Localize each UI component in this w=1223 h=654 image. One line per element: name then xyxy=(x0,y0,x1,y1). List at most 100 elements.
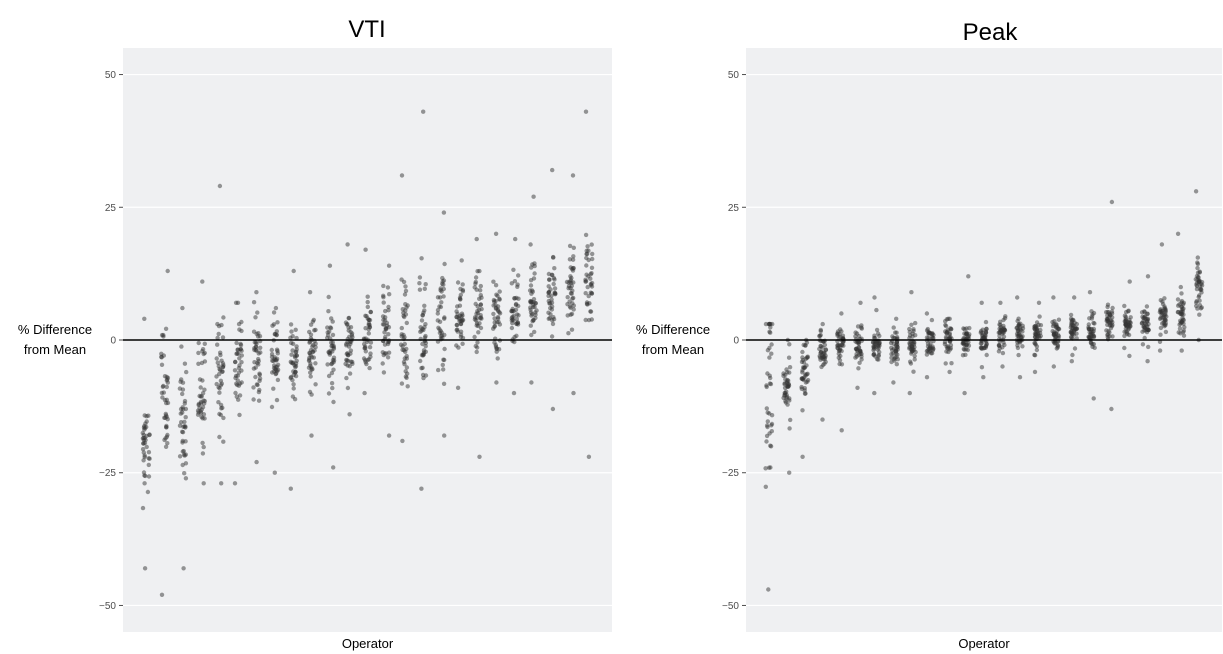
data-point xyxy=(458,321,464,326)
data-point xyxy=(835,343,840,348)
data-point xyxy=(381,283,386,289)
data-point xyxy=(584,301,590,307)
data-point xyxy=(202,387,207,392)
data-point xyxy=(256,398,262,403)
data-point xyxy=(531,302,536,307)
data-point xyxy=(309,367,314,372)
data-point xyxy=(907,340,912,346)
data-point xyxy=(784,396,789,401)
data-point xyxy=(839,342,845,347)
data-point xyxy=(584,263,589,268)
y-axis-label-line: % Difference xyxy=(18,322,92,337)
data-point xyxy=(1032,353,1038,358)
data-point xyxy=(474,318,479,323)
data-point xyxy=(511,390,517,396)
data-point xyxy=(548,287,553,292)
y-axis-label: % Difference from Mean xyxy=(18,322,92,357)
data-point xyxy=(146,462,151,468)
data-point xyxy=(853,330,858,335)
data-point xyxy=(421,310,426,315)
data-point xyxy=(478,283,483,289)
data-point xyxy=(312,348,317,353)
data-point xyxy=(237,356,242,361)
data-point xyxy=(550,167,555,173)
data-point xyxy=(215,360,220,365)
data-point xyxy=(533,315,538,321)
data-point xyxy=(514,316,519,322)
data-point xyxy=(1182,325,1187,330)
data-point xyxy=(401,359,407,365)
data-point xyxy=(1197,303,1203,308)
data-point xyxy=(894,348,899,354)
data-point xyxy=(474,349,479,355)
data-point xyxy=(583,291,588,296)
data-point xyxy=(857,360,862,365)
data-point xyxy=(363,247,368,252)
data-point xyxy=(343,320,349,325)
data-point xyxy=(909,322,914,327)
data-point xyxy=(218,368,223,373)
data-point xyxy=(234,340,239,346)
data-point xyxy=(398,342,404,347)
data-point xyxy=(1051,295,1056,300)
data-point xyxy=(494,380,499,385)
data-point xyxy=(313,361,318,366)
data-point xyxy=(912,353,917,359)
data-point xyxy=(979,340,984,346)
data-point xyxy=(533,312,538,317)
data-point xyxy=(781,371,786,376)
x-axis-label: Operator xyxy=(342,636,394,651)
data-point xyxy=(183,476,189,481)
data-point xyxy=(459,258,464,263)
data-point xyxy=(177,423,183,428)
data-point xyxy=(218,352,223,358)
data-point xyxy=(515,284,520,289)
data-point xyxy=(382,342,388,347)
data-point xyxy=(822,361,827,366)
data-point xyxy=(943,323,949,329)
data-point xyxy=(418,358,423,364)
data-point xyxy=(163,436,168,441)
data-point xyxy=(385,285,391,290)
data-point xyxy=(386,433,392,438)
data-point xyxy=(997,342,1002,348)
data-point xyxy=(146,450,152,455)
data-point xyxy=(492,316,497,321)
data-point xyxy=(570,296,575,301)
data-point xyxy=(786,384,791,389)
data-point xyxy=(1068,312,1074,318)
data-point xyxy=(330,343,335,348)
data-point xyxy=(239,328,244,334)
data-point xyxy=(343,361,348,367)
data-point xyxy=(1159,242,1165,247)
data-point xyxy=(509,281,514,286)
y-tick-label: 0 xyxy=(733,336,739,347)
data-point xyxy=(325,362,330,367)
data-point xyxy=(800,454,805,459)
data-point xyxy=(255,334,261,339)
data-point xyxy=(1195,265,1200,271)
data-point xyxy=(144,444,149,450)
data-point xyxy=(1195,260,1200,265)
data-point xyxy=(1092,345,1097,350)
data-point xyxy=(1034,347,1040,353)
data-point xyxy=(308,353,313,358)
data-point xyxy=(404,346,409,352)
data-point xyxy=(817,353,822,359)
data-point xyxy=(911,369,916,374)
data-point xyxy=(348,351,353,356)
data-point xyxy=(251,385,256,390)
data-point xyxy=(436,325,441,330)
data-point xyxy=(218,402,224,408)
data-point xyxy=(1072,295,1077,300)
data-point xyxy=(491,279,496,284)
data-point xyxy=(201,481,206,486)
data-point xyxy=(478,288,483,293)
data-point xyxy=(421,109,426,114)
data-point xyxy=(1159,310,1165,315)
data-point xyxy=(835,329,841,334)
data-point xyxy=(1194,286,1200,292)
y-tick-label: −50 xyxy=(99,601,116,612)
data-point xyxy=(531,276,537,281)
